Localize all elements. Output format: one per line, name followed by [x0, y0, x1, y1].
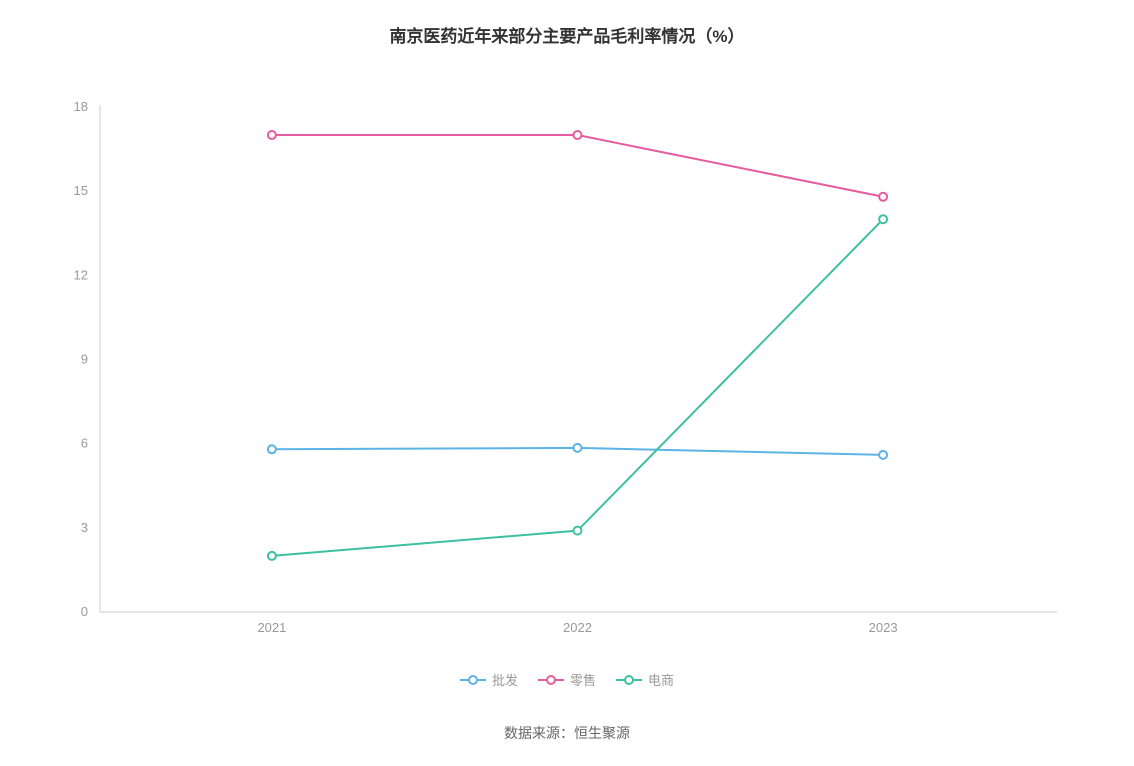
y-tick-label: 3 — [81, 520, 88, 535]
legend-swatch — [538, 674, 564, 686]
chart-title: 南京医药近年来部分主要产品毛利率情况（%） — [0, 0, 1134, 47]
x-tick-label: 2021 — [257, 620, 286, 635]
x-tick-label: 2022 — [563, 620, 592, 635]
y-tick-label: 15 — [74, 183, 88, 198]
y-tick-label: 12 — [74, 267, 88, 282]
data-point-marker[interactable] — [268, 445, 276, 453]
legend-swatch — [616, 674, 642, 686]
series-line — [272, 135, 883, 197]
legend-swatch — [460, 674, 486, 686]
legend-label: 批发 — [492, 670, 518, 689]
y-tick-label: 0 — [81, 604, 88, 619]
chart-plot-area: 0 3 6 9 12 15 18 2021 2022 2023 — [0, 47, 1134, 647]
y-tick-label: 18 — [74, 99, 88, 114]
data-point-marker[interactable] — [574, 444, 582, 452]
data-point-marker[interactable] — [879, 193, 887, 201]
data-point-marker[interactable] — [574, 131, 582, 139]
series-line — [272, 219, 883, 556]
legend-marker-icon — [468, 675, 478, 685]
legend-item[interactable]: 电商 — [616, 670, 674, 689]
legend-label: 电商 — [648, 670, 674, 689]
x-tick-label: 2023 — [869, 620, 898, 635]
legend-item[interactable]: 批发 — [460, 670, 518, 689]
legend-label: 零售 — [570, 670, 596, 689]
legend: 批发 零售 电商 — [0, 670, 1134, 691]
chart-container: 南京医药近年来部分主要产品毛利率情况（%） 0 3 6 9 12 15 18 2021 2022… — [0, 0, 1134, 766]
data-point-marker[interactable] — [879, 215, 887, 223]
data-point-marker[interactable] — [268, 131, 276, 139]
legend-marker-icon — [624, 675, 634, 685]
legend-marker-icon — [546, 675, 556, 685]
data-point-marker[interactable] — [879, 451, 887, 459]
data-point-marker[interactable] — [574, 527, 582, 535]
y-tick-label: 6 — [81, 436, 88, 451]
data-source-label: 数据来源：恒生聚源 — [0, 723, 1134, 743]
chart-svg: 0 3 6 9 12 15 18 2021 2022 2023 — [0, 47, 1134, 647]
data-point-marker[interactable] — [268, 552, 276, 560]
y-tick-label: 9 — [81, 352, 88, 367]
legend-item[interactable]: 零售 — [538, 670, 596, 689]
